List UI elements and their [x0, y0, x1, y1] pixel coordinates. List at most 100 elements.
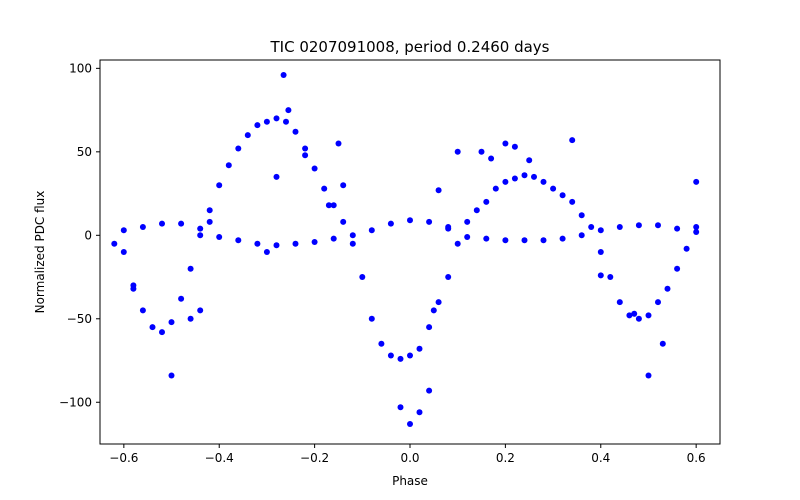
x-tick-label: 0.2	[496, 451, 515, 465]
data-point	[280, 72, 287, 78]
data-point	[130, 285, 137, 292]
data-point	[635, 222, 642, 229]
data-point	[325, 202, 332, 209]
data-point	[540, 178, 547, 185]
data-point	[645, 372, 652, 379]
data-point	[550, 185, 557, 192]
data-point	[273, 242, 280, 249]
y-tick-label: 0	[84, 228, 92, 242]
data-point	[488, 155, 495, 162]
data-point	[483, 235, 490, 242]
data-point	[664, 285, 671, 292]
data-point	[178, 295, 185, 302]
data-point	[378, 340, 385, 347]
data-point	[464, 218, 471, 225]
data-point	[159, 220, 165, 227]
data-point	[483, 198, 490, 205]
data-point	[454, 148, 461, 155]
data-point	[225, 162, 232, 169]
data-point	[197, 307, 204, 314]
data-point	[511, 143, 518, 150]
data-point	[254, 240, 261, 247]
data-point	[430, 307, 437, 314]
data-point	[285, 107, 292, 114]
data-point	[263, 249, 270, 255]
y-tick-label: −50	[67, 312, 92, 326]
data-point	[597, 249, 604, 255]
data-point	[197, 232, 204, 239]
data-point	[407, 217, 413, 224]
data-point	[559, 192, 566, 199]
y-axis-label: Normalized PDC flux	[33, 191, 47, 314]
data-point	[674, 225, 681, 232]
data-point	[616, 224, 623, 230]
data-point	[311, 165, 318, 172]
data-point	[492, 185, 499, 192]
y-tick-label: 50	[77, 145, 92, 159]
data-point	[569, 198, 576, 205]
data-point	[416, 345, 423, 352]
x-tick-label: 0.6	[687, 451, 706, 465]
data-point	[407, 352, 413, 359]
data-point	[626, 312, 633, 319]
data-point	[387, 220, 394, 227]
data-point	[655, 299, 661, 306]
data-point	[206, 207, 213, 214]
y-axis: −100 −50 0 50 100	[59, 61, 100, 409]
y-tick-label: 100	[69, 61, 92, 75]
x-tick-label: −0.4	[205, 451, 234, 465]
x-tick-label: −0.6	[109, 451, 138, 465]
data-point	[330, 202, 337, 209]
data-point	[445, 274, 452, 280]
data-point	[454, 240, 461, 247]
data-point	[521, 237, 528, 244]
data-point	[597, 227, 604, 234]
x-tick-label: 0.4	[591, 451, 610, 465]
data-point	[502, 237, 509, 244]
x-tick-label: −0.2	[300, 451, 329, 465]
data-point	[168, 319, 175, 326]
data-point	[206, 218, 213, 225]
data-point	[397, 355, 404, 362]
data-point	[302, 152, 309, 159]
data-point	[111, 240, 118, 247]
data-point	[187, 265, 194, 272]
data-point	[597, 272, 604, 279]
data-point	[407, 421, 413, 427]
data-points	[111, 72, 700, 427]
data-point	[693, 224, 700, 230]
x-tick-label: 0.0	[400, 451, 419, 465]
data-point	[149, 324, 156, 331]
data-point	[311, 239, 318, 245]
data-point	[335, 140, 342, 147]
data-point	[349, 240, 356, 247]
data-point	[168, 372, 175, 379]
data-point	[631, 310, 638, 317]
data-point	[569, 137, 576, 144]
data-point	[139, 224, 146, 230]
data-point	[120, 249, 127, 255]
data-point	[473, 207, 480, 214]
data-point	[502, 140, 509, 147]
data-point	[578, 232, 585, 239]
data-point	[216, 234, 223, 240]
y-tick-label: −100	[59, 395, 92, 409]
data-point	[283, 118, 289, 125]
data-point	[321, 185, 328, 192]
data-point	[578, 212, 585, 219]
data-point	[478, 148, 485, 155]
data-point	[655, 222, 661, 229]
data-point	[635, 315, 642, 322]
data-point	[435, 299, 442, 306]
data-point	[292, 240, 299, 247]
data-point	[159, 329, 165, 336]
data-point	[435, 187, 442, 194]
data-point	[254, 122, 261, 129]
data-point	[502, 178, 509, 185]
data-point	[120, 227, 127, 234]
data-point	[273, 115, 280, 122]
data-point	[445, 224, 452, 230]
data-point	[645, 312, 652, 319]
x-axis-label: Phase	[392, 474, 428, 488]
